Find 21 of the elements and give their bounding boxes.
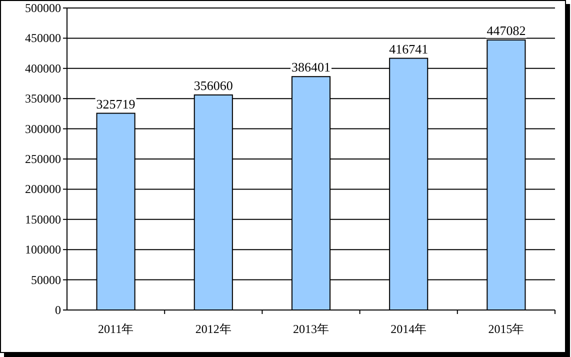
data-label: 325719 xyxy=(96,96,136,112)
x-tick-label: 2015年 xyxy=(488,322,524,336)
y-tick-label: 200000 xyxy=(25,182,61,196)
y-tick-label: 250000 xyxy=(25,152,61,166)
y-tick-label: 300000 xyxy=(25,122,61,136)
y-tick-label: 0 xyxy=(55,303,61,317)
y-tick-label: 100000 xyxy=(25,242,61,257)
data-label: 447082 xyxy=(486,22,526,38)
y-tick-label: 400000 xyxy=(25,61,61,76)
x-tick-label: 2014年 xyxy=(390,322,427,336)
x-tick-label: 2012年 xyxy=(195,322,232,336)
x-tick-label: 2013年 xyxy=(293,322,329,336)
y-tick-label: 350000 xyxy=(25,92,61,106)
data-label: 356060 xyxy=(194,78,233,93)
y-tick-label: 50000 xyxy=(31,272,61,287)
y-tick-label: 450000 xyxy=(25,31,61,46)
y-tick-label: 500000 xyxy=(25,1,61,15)
data-label: 416741 xyxy=(389,41,428,56)
y-tick-label: 150000 xyxy=(25,212,61,226)
data-label: 386401 xyxy=(292,60,330,75)
x-tick-label: 2011年 xyxy=(98,322,134,336)
